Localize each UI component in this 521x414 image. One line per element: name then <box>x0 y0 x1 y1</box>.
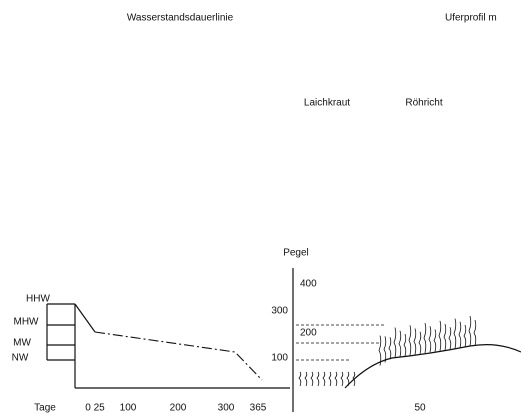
x-tick: 100 <box>120 403 137 414</box>
reed <box>408 325 412 356</box>
reed <box>433 329 437 352</box>
pondweed <box>322 371 326 387</box>
reed <box>443 323 447 351</box>
title-right: Uferprofil m <box>445 13 497 24</box>
gauge-tick: 300 <box>271 306 288 317</box>
reed <box>458 321 462 348</box>
gauge-tick: 200 <box>300 328 317 339</box>
pondweed <box>310 371 314 387</box>
axis-label: Tage <box>34 403 56 414</box>
x-tick: 300 <box>218 403 235 414</box>
level-label: MHW <box>14 317 40 328</box>
gauge-label: Pegel <box>283 248 309 259</box>
reed <box>473 319 477 347</box>
vegetation <box>298 315 477 387</box>
pondweed <box>340 371 344 387</box>
pondweed <box>334 371 338 387</box>
reed <box>398 330 402 357</box>
duration-curve <box>94 331 263 381</box>
gauge-tick: 100 <box>271 353 288 364</box>
reed <box>383 336 387 363</box>
level-label: HHW <box>26 294 50 305</box>
gauge-tick: 400 <box>300 279 317 290</box>
title-left: Wasserstandsdauerlinie <box>127 13 234 24</box>
ground-profile <box>344 344 521 389</box>
reed <box>403 333 407 357</box>
reed <box>453 318 457 349</box>
pondweed <box>316 371 320 387</box>
reed <box>468 315 472 347</box>
pondweed <box>304 371 308 387</box>
pondweed <box>352 371 356 387</box>
pondweed <box>298 371 302 387</box>
duration-curve <box>74 303 96 333</box>
reed <box>463 324 467 348</box>
reed <box>448 327 452 350</box>
level-label: NW <box>12 353 29 364</box>
reed <box>438 320 442 351</box>
x-tick: 50 <box>414 403 426 414</box>
reed <box>393 327 397 358</box>
reed <box>428 326 432 353</box>
zone-label: Röhricht <box>405 98 442 109</box>
level-ladder <box>46 303 290 389</box>
x-tick: 0 25 <box>85 403 105 414</box>
reed <box>413 328 417 355</box>
x-tick: 200 <box>170 403 187 414</box>
level-label: MW <box>13 338 31 349</box>
reed <box>388 337 392 360</box>
zone-label: Laichkraut <box>304 98 350 109</box>
pondweed <box>328 371 332 387</box>
reed <box>378 335 382 366</box>
reed <box>423 322 427 354</box>
pondweed <box>346 371 350 387</box>
reed <box>418 331 422 354</box>
x-tick: 365 <box>250 403 267 414</box>
